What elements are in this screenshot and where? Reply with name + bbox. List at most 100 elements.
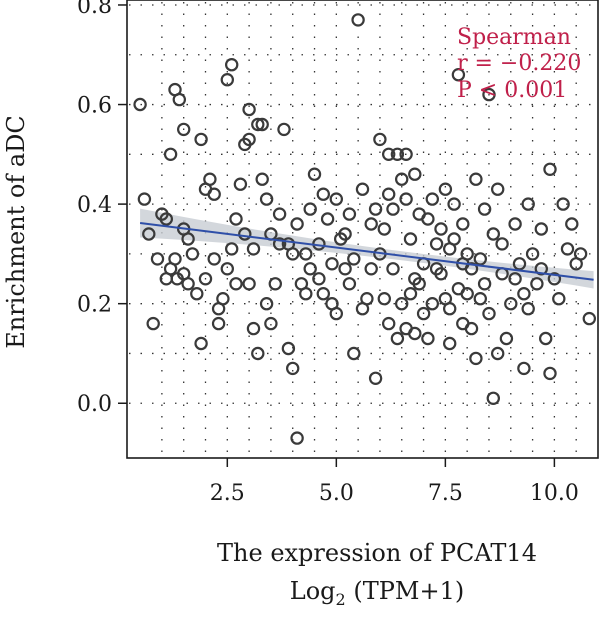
data-point bbox=[355, 182, 370, 196]
data-point bbox=[473, 252, 487, 266]
data-point bbox=[246, 321, 261, 336]
axis-ticks: 2.5 5.0 7.5 10.0 0.0 0.2 0.4 0.6 0.8 bbox=[77, 0, 579, 506]
data-point bbox=[320, 212, 335, 226]
data-point bbox=[382, 147, 396, 161]
x-tick-label: 10.0 bbox=[530, 481, 579, 506]
data-point bbox=[207, 187, 221, 201]
data-point bbox=[464, 321, 479, 336]
data-point bbox=[168, 252, 182, 266]
data-point bbox=[242, 132, 256, 147]
data-point bbox=[185, 247, 200, 261]
data-point bbox=[259, 192, 274, 206]
data-point bbox=[386, 262, 400, 276]
data-point bbox=[477, 277, 492, 291]
data-point bbox=[303, 202, 317, 216]
data-point bbox=[325, 257, 339, 271]
confidence-band-area bbox=[140, 208, 594, 289]
data-point bbox=[220, 72, 234, 87]
data-point bbox=[277, 122, 291, 137]
data-point bbox=[181, 232, 195, 246]
x-axis-title-line-2: Log2 (TPM+1) bbox=[290, 577, 464, 609]
data-point bbox=[508, 217, 522, 231]
data-point bbox=[543, 162, 557, 176]
data-point bbox=[312, 272, 326, 286]
data-point bbox=[390, 331, 405, 346]
data-point bbox=[303, 262, 317, 276]
data-point bbox=[220, 262, 234, 276]
data-point bbox=[146, 316, 160, 331]
data-point bbox=[477, 202, 492, 216]
data-point bbox=[434, 267, 448, 281]
data-point bbox=[307, 167, 322, 181]
data-point bbox=[395, 297, 409, 311]
data-point bbox=[517, 287, 531, 301]
data-point bbox=[377, 292, 391, 306]
x-tick-label: 7.5 bbox=[428, 481, 463, 506]
data-point bbox=[264, 316, 278, 331]
data-point bbox=[255, 117, 269, 132]
y-tick-label: 0.2 bbox=[77, 293, 112, 318]
data-point bbox=[508, 272, 522, 286]
x-tick-label: 2.5 bbox=[210, 481, 245, 506]
data-point bbox=[460, 287, 474, 301]
data-point bbox=[238, 227, 252, 241]
data-point bbox=[242, 102, 256, 117]
data-point bbox=[482, 306, 496, 321]
data-point bbox=[429, 237, 444, 251]
data-point bbox=[390, 147, 405, 161]
y-tick-label: 0.0 bbox=[77, 392, 112, 417]
confidence-band bbox=[140, 208, 594, 289]
data-point bbox=[150, 252, 165, 266]
data-point bbox=[364, 262, 378, 276]
data-point bbox=[456, 217, 470, 231]
data-point bbox=[268, 277, 282, 291]
data-point bbox=[412, 277, 426, 291]
data-point bbox=[491, 346, 505, 361]
x-axis-log-subscript: 2 bbox=[336, 590, 346, 609]
data-point bbox=[573, 247, 588, 261]
y-tick-label: 0.6 bbox=[77, 94, 112, 119]
data-point bbox=[272, 237, 287, 251]
x-axis-log-base: Log bbox=[290, 577, 336, 605]
x-tick-label: 5.0 bbox=[319, 481, 354, 506]
data-point bbox=[159, 272, 173, 286]
data-point bbox=[338, 262, 352, 276]
data-point bbox=[172, 92, 186, 107]
data-point bbox=[342, 207, 357, 221]
data-point bbox=[447, 197, 461, 211]
data-point bbox=[521, 302, 535, 316]
data-point bbox=[368, 202, 383, 216]
data-point bbox=[582, 311, 597, 326]
data-point bbox=[539, 331, 553, 346]
x-axis-title: The expression of PCAT14 bbox=[217, 539, 537, 567]
regression-line bbox=[139, 222, 594, 281]
data-point bbox=[482, 87, 496, 102]
data-point bbox=[534, 222, 549, 236]
data-point bbox=[347, 346, 361, 361]
data-point bbox=[351, 13, 365, 27]
annotation-line-2: r = −0.220 bbox=[457, 51, 581, 76]
data-point bbox=[486, 227, 500, 241]
data-point bbox=[290, 217, 304, 231]
annotation-line-1: Spearman bbox=[457, 25, 571, 50]
data-point bbox=[286, 247, 300, 261]
data-point bbox=[211, 316, 226, 331]
data-point bbox=[299, 287, 313, 301]
data-point bbox=[355, 302, 370, 316]
data-point bbox=[408, 326, 422, 341]
y-tick-label: 0.8 bbox=[77, 0, 112, 19]
data-point bbox=[395, 172, 409, 186]
x-axis-log-rest: (TPM+1) bbox=[346, 577, 464, 605]
data-point bbox=[272, 207, 287, 221]
data-point bbox=[473, 292, 487, 306]
data-point bbox=[242, 277, 256, 291]
data-point bbox=[224, 242, 239, 256]
data-point bbox=[207, 252, 221, 266]
data-point bbox=[408, 167, 422, 181]
data-point bbox=[416, 306, 431, 321]
y-axis-title: Enrichment of aDC bbox=[2, 115, 30, 349]
data-point bbox=[342, 277, 357, 291]
data-point bbox=[198, 272, 213, 286]
data-point bbox=[194, 336, 208, 351]
data-point bbox=[469, 351, 483, 366]
